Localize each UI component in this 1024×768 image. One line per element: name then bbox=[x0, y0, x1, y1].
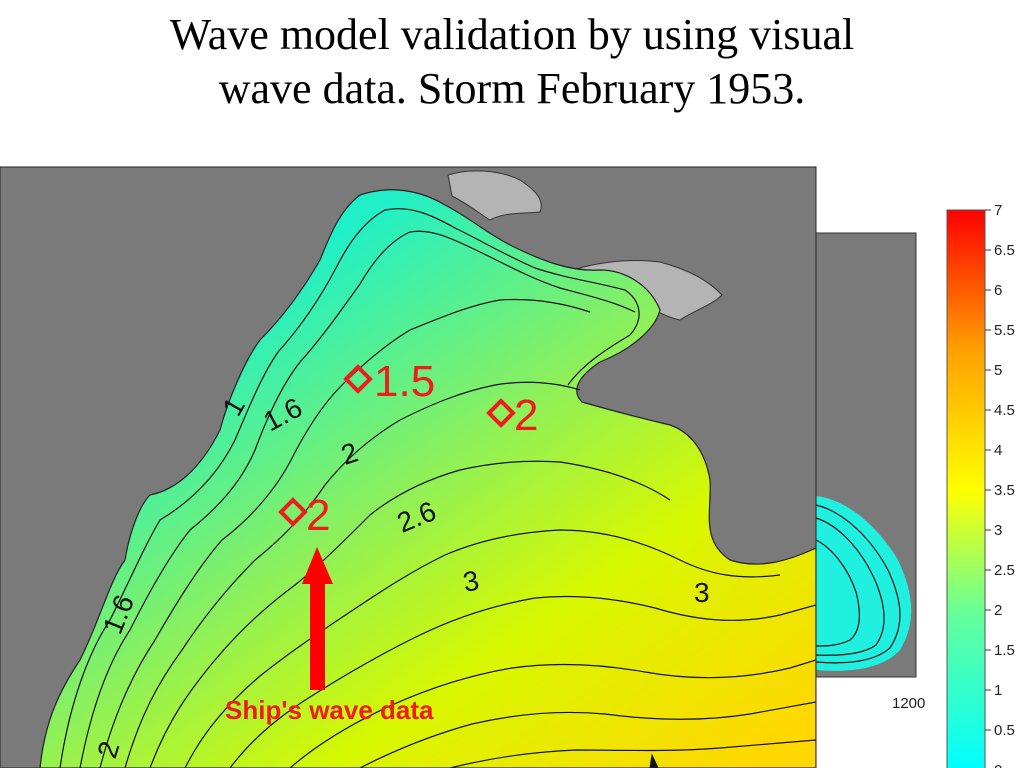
right-map-panel bbox=[813, 232, 917, 678]
title-line-2: wave data. Storm February 1953. bbox=[218, 64, 806, 113]
colorbar-tick-label: 1 bbox=[994, 682, 1002, 699]
diamond-marker-icon bbox=[486, 398, 516, 428]
colorbar-tick-label: 0.5 bbox=[994, 722, 1015, 739]
colorbar-tick-label: 1.5 bbox=[994, 642, 1015, 659]
colorbar-tick-label: 2.5 bbox=[994, 562, 1015, 579]
x-axis-tick-label: 1200 bbox=[892, 695, 925, 712]
colorbar-tick-label: 4 bbox=[994, 442, 1002, 459]
colorbar-tick-label: 3 bbox=[994, 522, 1002, 539]
slide-title: Wave model validation by using visual wa… bbox=[0, 8, 1024, 116]
observation-value-1-5: 1.5 bbox=[374, 357, 435, 406]
colorbar-gradient bbox=[946, 209, 986, 768]
colorbar: 7 6.5 6 5.5 5 4.5 4 3.5 3 2.5 2 1.5 1 0.5 0 bbox=[946, 202, 1015, 768]
colorbar-tick-label: 6.5 bbox=[994, 242, 1015, 259]
title-line-1: Wave model validation by using visual bbox=[169, 10, 855, 59]
observation-2-west: 2 bbox=[278, 491, 330, 540]
observation-2-east: 2 bbox=[486, 391, 538, 440]
colorbar-tick-label: 2 bbox=[994, 602, 1002, 619]
ship-wave-data-caption: Ship's wave data bbox=[225, 695, 434, 725]
colorbar-tick-label: 3.5 bbox=[994, 482, 1015, 499]
colorbar-tick-label: 6 bbox=[994, 282, 1002, 299]
observation-value-2-east: 2 bbox=[514, 391, 538, 440]
ship-data-arrow-icon bbox=[302, 547, 333, 690]
colorbar-tick-label: 4.5 bbox=[994, 402, 1015, 419]
observation-value-2-west: 2 bbox=[306, 491, 330, 540]
colorbar-tick-label: 7 bbox=[994, 202, 1002, 219]
diamond-marker-icon bbox=[278, 497, 308, 527]
colorbar-tick-label: 0 bbox=[994, 762, 1002, 768]
diamond-marker-icon bbox=[343, 364, 373, 394]
colorbar-tick-label: 5 bbox=[994, 362, 1002, 379]
colorbar-tick-label: 5.5 bbox=[994, 322, 1015, 339]
observation-1-5: 1.5 bbox=[343, 357, 435, 406]
contour-label-3-center: 3 bbox=[461, 565, 482, 598]
contour-label-3-east: 3 bbox=[694, 577, 710, 608]
main-map bbox=[0, 167, 816, 768]
